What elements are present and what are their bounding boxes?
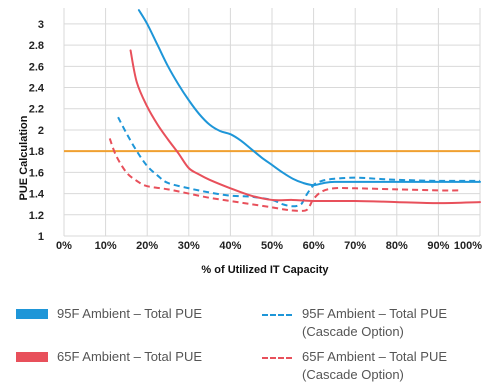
x-tick-label: 80%	[386, 240, 408, 252]
x-tick-label: 0%	[56, 240, 72, 252]
y-tick-label: 2.8	[29, 40, 44, 52]
legend-item-95f-cascade: 95F Ambient – Total PUE (Cascade Option)	[262, 305, 447, 341]
legend-sublabel: (Cascade Option)	[302, 324, 404, 339]
y-tick-label: 1.8	[29, 146, 44, 158]
y-tick-label: 2.4	[29, 83, 45, 95]
x-tick-label: 40%	[219, 240, 241, 252]
legend-swatch-65f-dashed	[262, 357, 292, 359]
grid-lines	[63, 8, 481, 237]
x-axis-title: % of Utilized IT Capacity	[201, 264, 329, 276]
series-95f-cascade	[117, 116, 481, 208]
legend-swatch-95f-solid	[16, 309, 48, 319]
x-tick-label: 60%	[303, 240, 325, 252]
series-65f-cascade	[108, 138, 460, 212]
legend-label: 65F Ambient – Total PUE	[57, 349, 203, 364]
legend-item-65f-total: 65F Ambient – Total PUE	[16, 348, 202, 366]
legend-label: 95F Ambient – Total PUE	[302, 306, 448, 321]
legend-label: 95F Ambient – Total PUE	[57, 306, 203, 321]
legend-sublabel: (Cascade Option)	[302, 367, 404, 382]
legend-label: 65F Ambient – Total PUE	[302, 349, 448, 364]
y-tick-label: 2	[38, 125, 44, 137]
y-tick-label: 2.2	[29, 104, 44, 116]
x-tick-label: 30%	[178, 240, 200, 252]
x-tick-label: 10%	[95, 240, 117, 252]
legend-swatch-65f-solid	[16, 352, 48, 362]
legend-item-95f-total: 95F Ambient – Total PUE	[16, 305, 202, 323]
x-tick-label: 90%	[427, 240, 449, 252]
x-tick-label: 20%	[136, 240, 158, 252]
y-tick-label: 2.6	[29, 61, 44, 73]
x-tick-label: 100%	[454, 240, 482, 252]
legend-item-65f-cascade: 65F Ambient – Total PUE (Cascade Option)	[262, 348, 447, 384]
x-tick-label: 50%	[261, 240, 283, 252]
legend-swatch-95f-dashed	[262, 314, 292, 316]
x-tick-labels: 0% 10% 20% 30% 40% 50% 60% 70% 80% 90% 100%	[56, 240, 482, 252]
series-95f-total	[137, 9, 481, 187]
y-tick-label: 3	[38, 19, 44, 31]
series-65f-total	[129, 49, 481, 205]
y-tick-labels: 1 1.2 1.4 1.6 1.8 2 2.2 2.4 2.6 2.8 3	[29, 19, 45, 243]
y-tick-label: 1	[38, 231, 44, 243]
x-tick-label: 70%	[344, 240, 366, 252]
pue-line-chart: 1 1.2 1.4 1.6 1.8 2 2.2 2.4 2.6 2.8 3 0% 10% 20% 30% 4…	[18, 8, 482, 276]
y-tick-label: 1.4	[29, 189, 45, 201]
y-axis-title: PUE Calculation	[18, 115, 30, 200]
y-tick-label: 1.2	[29, 210, 44, 222]
series-layer	[108, 9, 481, 212]
y-tick-label: 1.6	[29, 167, 44, 179]
